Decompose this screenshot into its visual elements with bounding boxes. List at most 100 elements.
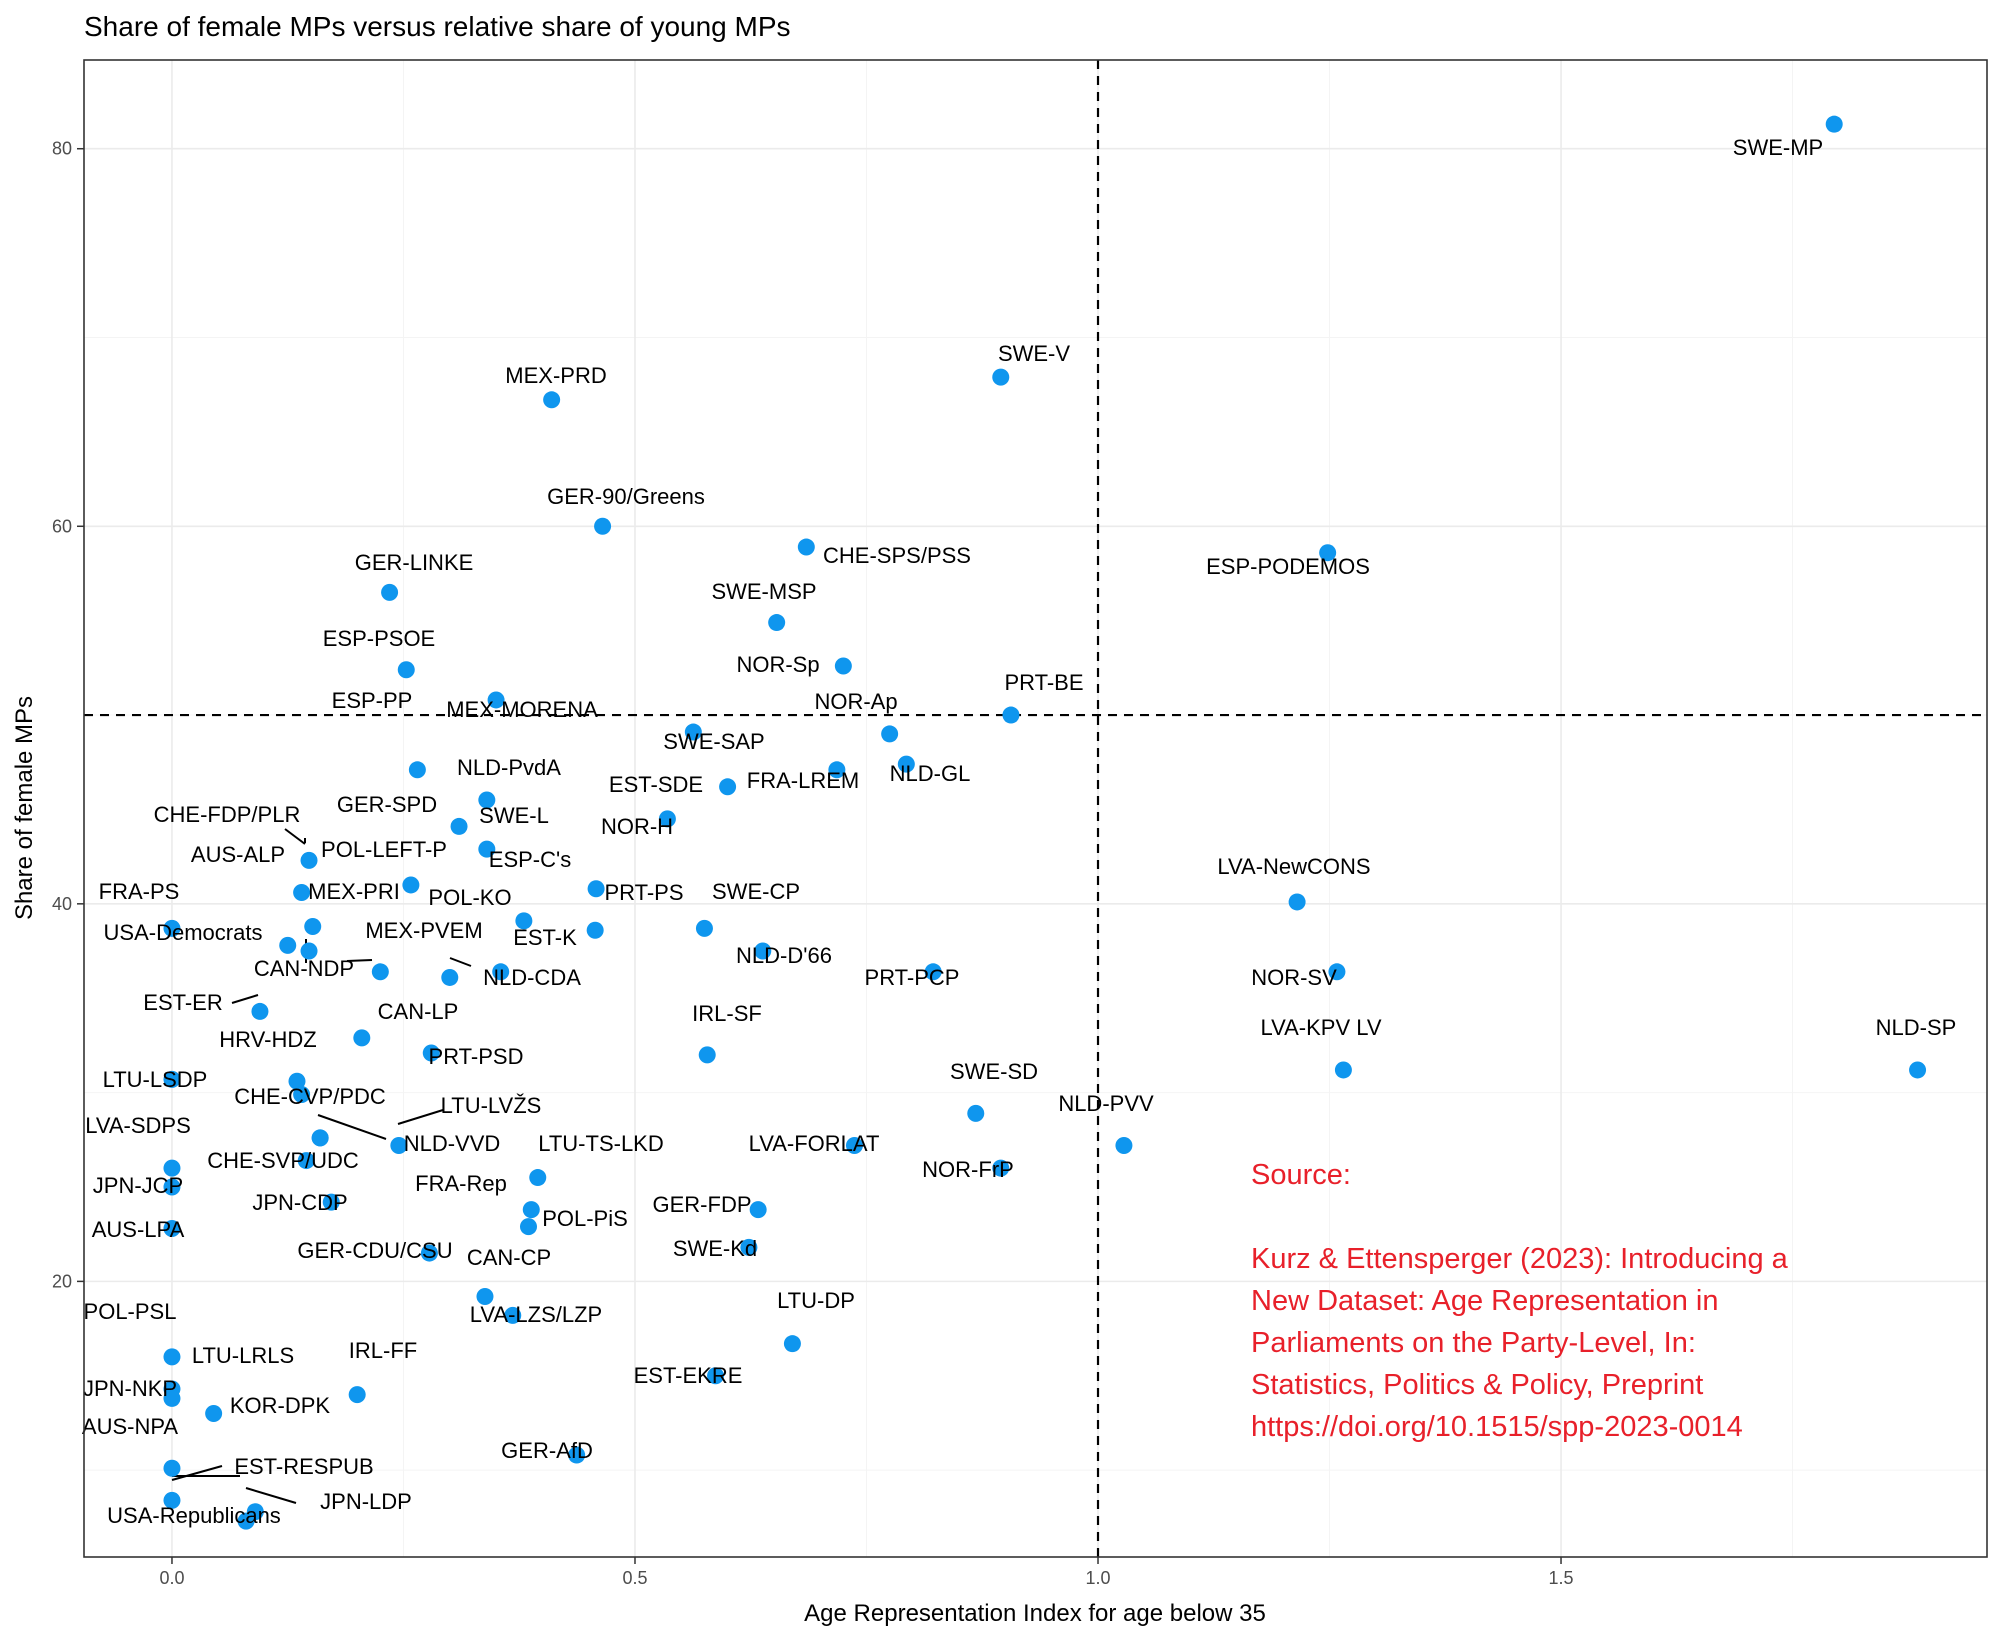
point-label: SWE-MSP bbox=[711, 579, 816, 604]
point-label: NOR-SV bbox=[1251, 965, 1337, 990]
point-label: SWE-V bbox=[998, 341, 1070, 366]
point-label: KOR-DPK bbox=[230, 1393, 331, 1418]
point-label: JPN-JCP bbox=[93, 1173, 183, 1198]
gridlines bbox=[84, 60, 1987, 1557]
point-label: EST-RESPUB bbox=[234, 1454, 373, 1479]
data-point bbox=[845, 1136, 863, 1154]
data-point bbox=[783, 1335, 801, 1353]
data-point bbox=[1288, 893, 1306, 911]
point-label: CHE-CVP/PDC bbox=[234, 1084, 386, 1109]
data-point bbox=[478, 840, 496, 858]
source-line: https://doi.org/10.1515/spp-2023-0014 bbox=[1251, 1411, 1743, 1443]
data-point bbox=[797, 538, 815, 556]
data-point bbox=[300, 942, 318, 960]
data-point bbox=[390, 1136, 408, 1154]
point-label: SWE-Kd bbox=[673, 1236, 757, 1261]
data-point bbox=[322, 1193, 340, 1211]
data-point bbox=[1334, 1061, 1352, 1079]
point-label: MEX-MORENA bbox=[446, 697, 598, 722]
point-label: CAN-CP bbox=[467, 1245, 551, 1270]
data-point bbox=[1002, 706, 1020, 724]
data-point bbox=[371, 963, 389, 981]
point-label: NLD-PvdA bbox=[457, 755, 561, 780]
point-label: GER-CDU/CSU bbox=[297, 1238, 452, 1263]
point-label: FRA-LREM bbox=[747, 768, 859, 793]
point-label: EST-SDE bbox=[609, 772, 703, 797]
data-point bbox=[1328, 963, 1346, 981]
data-point bbox=[353, 1029, 371, 1047]
label-leader-line bbox=[346, 959, 373, 962]
point-label: EST-ER bbox=[143, 990, 222, 1015]
data-point bbox=[293, 884, 311, 902]
point-label: EST-EKRE bbox=[634, 1363, 743, 1388]
data-point bbox=[897, 755, 915, 773]
data-point bbox=[768, 614, 786, 632]
data-point bbox=[487, 691, 505, 709]
point-label: SWE-L bbox=[479, 803, 549, 828]
label-leader-line bbox=[171, 1465, 223, 1481]
point-label: USA-Republicans bbox=[107, 1503, 281, 1528]
label-leader-line bbox=[449, 957, 472, 967]
data-point bbox=[381, 583, 399, 601]
point-label: GER-AfD bbox=[501, 1438, 593, 1463]
data-point bbox=[967, 1104, 985, 1122]
label-leader-line bbox=[397, 1109, 444, 1125]
point-label: LVA-SDPS bbox=[85, 1113, 191, 1138]
data-point bbox=[586, 921, 604, 939]
point-label: FRA-PS bbox=[99, 879, 180, 904]
data-point bbox=[397, 661, 415, 679]
x-tick-label: 1.0 bbox=[1085, 1568, 1110, 1588]
point-label: GER-LINKE bbox=[355, 550, 474, 575]
data-point bbox=[476, 1287, 494, 1305]
point-label: JPN-LDP bbox=[320, 1489, 412, 1514]
point-labels: SWE-MP SWE-V MEX-PRD GER-90/Greens CHE-SPS/P… bbox=[82, 135, 1956, 1528]
point-label: PRT-PS bbox=[604, 880, 683, 905]
point-label: NLD-VVD bbox=[404, 1131, 501, 1156]
point-label: PRT-BE bbox=[1004, 670, 1083, 695]
point-label: LVA-KPV LV bbox=[1260, 1015, 1381, 1040]
point-label: NOR-H bbox=[601, 814, 673, 839]
source-line: Parliaments on the Party-Level, In: bbox=[1251, 1327, 1696, 1359]
point-label: AUS-NPA bbox=[82, 1414, 178, 1439]
data-point bbox=[420, 1244, 438, 1262]
point-label: POL-LEFT-P bbox=[321, 837, 447, 862]
point-label: CHE-SPS/PSS bbox=[823, 543, 971, 568]
data-point bbox=[163, 1459, 181, 1477]
data-point bbox=[311, 1129, 329, 1147]
x-tick-label: 0.5 bbox=[622, 1568, 647, 1588]
point-label: AUS-LPA bbox=[92, 1217, 185, 1242]
data-point bbox=[587, 880, 605, 898]
data-point bbox=[348, 1386, 366, 1404]
data-point bbox=[698, 1046, 716, 1064]
data-point bbox=[205, 1405, 223, 1423]
x-axis-title: Age Representation Index for age below 3… bbox=[804, 1600, 1266, 1627]
data-point bbox=[684, 723, 702, 741]
data-point bbox=[163, 1220, 181, 1238]
data-point bbox=[297, 1152, 315, 1170]
data-point bbox=[163, 1178, 181, 1196]
data-point bbox=[293, 1085, 311, 1103]
data-point bbox=[304, 917, 322, 935]
data-point bbox=[529, 1169, 547, 1187]
data-point bbox=[478, 791, 496, 809]
point-label: LTU-TS-LKD bbox=[538, 1131, 664, 1156]
point-label: MEX-PRI bbox=[308, 879, 400, 904]
data-point bbox=[163, 919, 181, 937]
data-point bbox=[163, 1348, 181, 1366]
source-heading: Source: bbox=[1251, 1159, 1351, 1191]
point-label: NLD-GL bbox=[890, 761, 971, 786]
y-tick-label: 60 bbox=[52, 516, 72, 536]
data-point bbox=[163, 1159, 181, 1177]
point-label: JPN-NKP bbox=[83, 1376, 177, 1401]
data-point bbox=[695, 919, 713, 937]
chart-title: Share of female MPs versus relative shar… bbox=[84, 11, 791, 42]
point-label: ESP-C's bbox=[489, 847, 571, 872]
point-label: MEX-PRD bbox=[505, 363, 606, 388]
data-point bbox=[408, 761, 426, 779]
point-label: POL-PSL bbox=[84, 1299, 177, 1324]
point-label: NOR-Sp bbox=[736, 652, 819, 677]
point-label: GER-FDP bbox=[653, 1192, 752, 1217]
point-label: CAN-LP bbox=[378, 999, 459, 1024]
